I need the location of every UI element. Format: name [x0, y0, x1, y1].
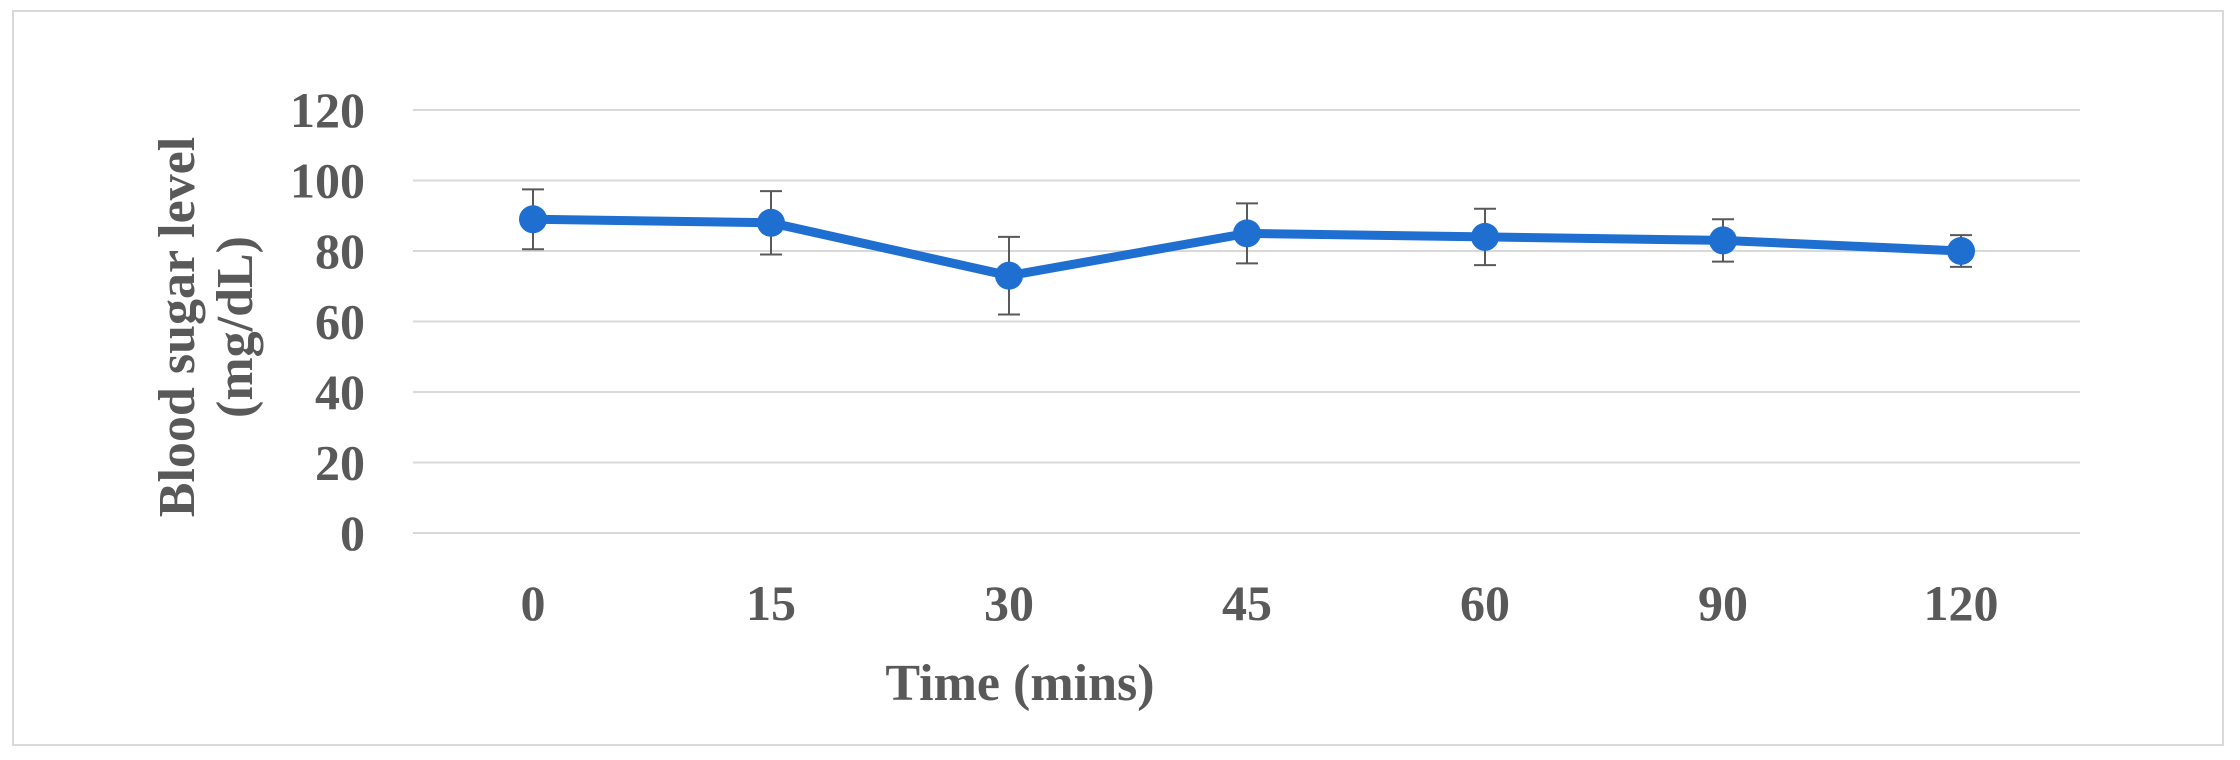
gridlines: [413, 109, 2080, 534]
x-tick-label-60: 60: [1460, 575, 1510, 631]
y-tick-label-40: 40: [315, 364, 365, 420]
y-axis-title-line-1: Blood sugar level: [149, 137, 206, 517]
chart-frame: [12, 10, 2224, 746]
y-tick-label-60: 60: [315, 294, 365, 350]
y-tick-label-100: 100: [290, 153, 365, 209]
y-axis-title-line-2: (mg/dL): [207, 236, 264, 418]
data-point-60: [1471, 222, 1499, 251]
x-tick-label-90: 90: [1698, 575, 1748, 631]
data-point-15: [757, 208, 785, 237]
x-tick-label-30: 30: [984, 575, 1034, 631]
y-tick-label-0: 0: [340, 505, 365, 561]
x-axis-title: Time (mins): [885, 655, 1154, 712]
x-tick-label-15: 15: [746, 575, 796, 631]
data-point-90: [1709, 226, 1737, 255]
data-point-0: [519, 205, 547, 234]
y-tick-label-80: 80: [315, 223, 365, 279]
x-tick-label-120: 120: [1924, 575, 1999, 631]
x-tick-label-45: 45: [1222, 575, 1272, 631]
x-axis-tick-labels: 0 15 30 45 60 90 120: [521, 575, 1999, 631]
y-tick-label-20: 20: [315, 435, 365, 491]
y-axis-tick-labels: 0 20 40 60 80 100 120: [290, 82, 365, 561]
data-point-30: [995, 261, 1023, 290]
data-point-45: [1233, 219, 1261, 248]
x-tick-label-0: 0: [521, 575, 546, 631]
data-points: [519, 205, 1975, 290]
data-point-120: [1947, 237, 1975, 265]
error-bars: [522, 188, 1972, 316]
y-tick-label-120: 120: [290, 82, 365, 138]
